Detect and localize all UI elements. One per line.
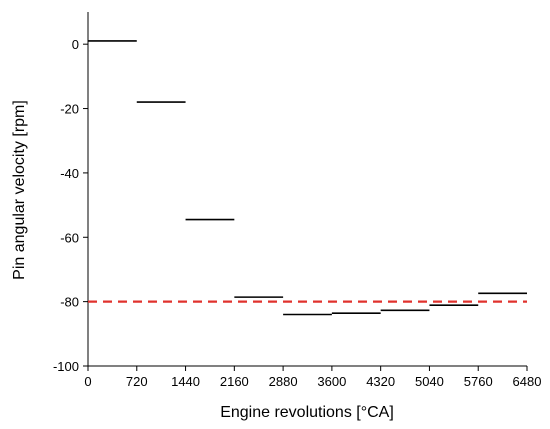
x-tick-label: 5040 xyxy=(415,374,444,389)
x-tick-label: 2160 xyxy=(220,374,249,389)
x-axis-title: Engine revolutions [°CA] xyxy=(220,404,394,421)
y-tick-label: -40 xyxy=(60,166,79,181)
y-tick-label: -20 xyxy=(60,102,79,117)
y-tick-label: -60 xyxy=(60,230,79,245)
x-tick-label: 1440 xyxy=(171,374,200,389)
y-tick-label: 0 xyxy=(72,37,79,52)
x-tick-label: 6480 xyxy=(513,374,542,389)
y-axis-title: Pin angular velocity [rpm] xyxy=(11,100,28,280)
x-tick-label: 2880 xyxy=(269,374,298,389)
y-tick-label: -100 xyxy=(53,359,79,374)
x-tick-label: 4320 xyxy=(366,374,395,389)
x-tick-label: 5760 xyxy=(464,374,493,389)
y-tick-label: -80 xyxy=(60,295,79,310)
x-tick-label: 720 xyxy=(126,374,148,389)
x-tick-label: 0 xyxy=(84,374,91,389)
x-tick-label: 3600 xyxy=(317,374,346,389)
